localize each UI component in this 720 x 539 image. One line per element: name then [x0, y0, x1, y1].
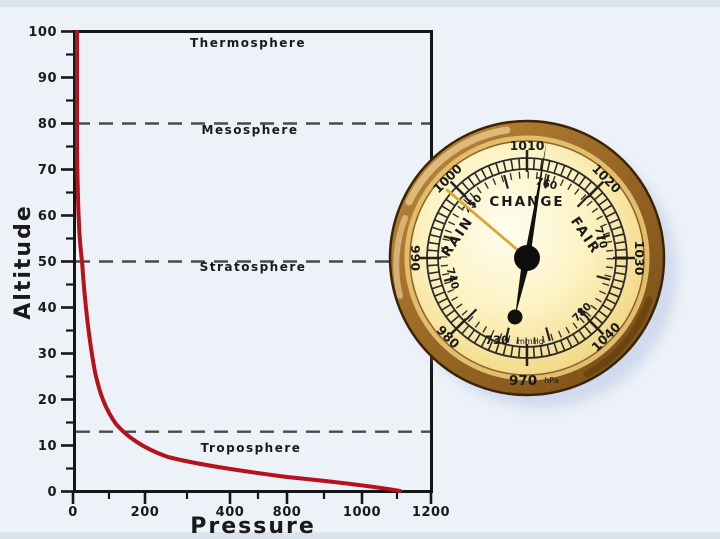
hpa-unit-label: 970 hPa: [509, 370, 559, 389]
layer-label-stratosphere: Stratosphere: [200, 260, 307, 274]
y-tick-labels: 100 90 80 70 60 50 40 30 20 10 0: [28, 25, 57, 500]
x-tick-1200: 1200: [412, 505, 450, 520]
hpa-1010: 1010: [510, 138, 545, 153]
needle-counterweight: [507, 309, 523, 325]
x-axis-minor-ticks: [107, 491, 399, 499]
rim-highlight-left: [393, 215, 408, 299]
layer-label-troposphere: Troposphere: [201, 441, 302, 455]
x-tick-400: 400: [216, 505, 245, 520]
rim-highlight-upper-left: [405, 126, 511, 206]
hpa-major-ticks: [419, 150, 635, 366]
hpa-unit-text: hPa: [544, 376, 559, 385]
mmhg-major-ticks: [443, 174, 611, 342]
mmhg-770: 770: [592, 226, 609, 250]
bezel-ring: [404, 135, 650, 381]
hpa-1030: 1030: [632, 241, 647, 276]
y-tick-20: 20: [38, 393, 57, 408]
barometer-gauge: 980 990 1000 1010 1020 1030 1040 740 750…: [388, 119, 677, 408]
y-tick-80: 80: [38, 117, 57, 132]
top-frame-strip: [0, 0, 720, 7]
set-hand-needle: [445, 188, 529, 260]
x-tick-labels: 0 200 400 800 1000 1200: [68, 505, 450, 520]
x-tick-800: 800: [273, 505, 302, 520]
altitude-pressure-chart: 100 90 80 70 60 50 40 30 20 10 0 0 200 4…: [11, 25, 450, 539]
mmhg-bottom-value: 730: [485, 333, 509, 347]
rim-shade-lower-right: [583, 296, 653, 378]
y-tick-30: 30: [38, 347, 57, 362]
mmhg-fine-ticks: [440, 171, 614, 345]
x-axis-title: Pressure: [190, 514, 316, 539]
hpa-bottom-value: 970: [509, 373, 537, 389]
y-tick-50: 50: [38, 255, 57, 270]
dial-word-change: CHANGE: [489, 194, 564, 210]
pressure-curve: [75, 30, 402, 493]
bottom-frame-strip: [0, 532, 720, 539]
y-tick-0: 0: [47, 485, 57, 500]
y-axis-minor-ticks: [66, 53, 74, 470]
needle-hub: [514, 245, 540, 271]
layer-boundary-lines: [76, 122, 430, 433]
y-tick-70: 70: [38, 163, 57, 178]
layer-label-thermosphere: Thermosphere: [190, 36, 306, 50]
x-tick-1000: 1000: [343, 505, 381, 520]
x-tick-200: 200: [131, 505, 160, 520]
y-tick-60: 60: [38, 209, 57, 224]
x-tick-0: 0: [68, 505, 78, 520]
y-tick-10: 10: [38, 439, 57, 454]
hpa-990: 990: [408, 245, 423, 271]
y-tick-100: 100: [28, 25, 57, 40]
hpa-numbers: 980 990 1000 1010 1020 1030 1040: [408, 138, 647, 354]
mmhg-unit-text: mmHg: [517, 337, 544, 346]
y-tick-40: 40: [38, 301, 57, 316]
mmhg-unit-label: 730 mmHg: [485, 329, 544, 348]
y-axis-title: Altitude: [11, 204, 36, 319]
x-axis-major-ticks: [71, 491, 433, 504]
y-tick-90: 90: [38, 71, 57, 86]
layer-label-mesosphere: Mesosphere: [202, 123, 299, 137]
mmhg-740: 740: [444, 266, 461, 290]
main-needle: [507, 142, 547, 325]
